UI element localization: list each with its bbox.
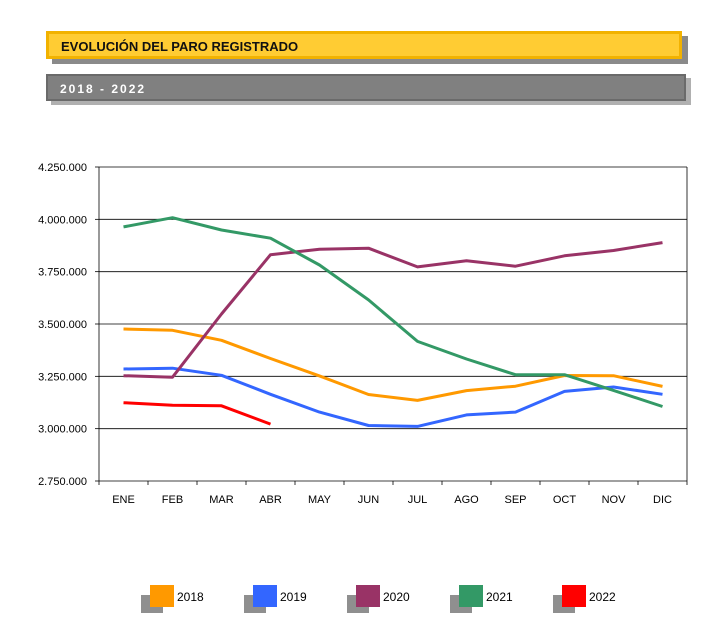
chart-title: EVOLUCIÓN DEL PARO REGISTRADO — [61, 39, 299, 54]
y-tick-label: 3.500.000 — [38, 319, 87, 331]
x-tick-label: JUN — [358, 494, 379, 506]
chart-legend: 2018 2019 2020 2021 2022 — [0, 585, 718, 615]
y-tick-label: 3.250.000 — [38, 371, 87, 383]
series-line-2020 — [123, 241, 663, 379]
title-banner: EVOLUCIÓN DEL PARO REGISTRADO — [46, 31, 682, 59]
legend-label: 2021 — [486, 590, 513, 604]
y-tick-label: 4.250.000 — [38, 162, 87, 174]
series-line-2022 — [123, 401, 272, 426]
y-tick-label: 3.750.000 — [38, 267, 87, 279]
y-tick-label: 2.750.000 — [38, 476, 87, 488]
x-tick-label: ABR — [259, 494, 282, 506]
legend-swatch — [150, 585, 174, 607]
x-tick-label: OCT — [553, 494, 577, 506]
legend-label: 2020 — [383, 590, 410, 604]
x-tick-label: MAY — [308, 494, 332, 506]
x-tick-label: AGO — [454, 494, 479, 506]
chart-subtitle: 2018 - 2022 — [60, 82, 147, 96]
legend-label: 2018 — [177, 590, 204, 604]
x-tick-label: FEB — [162, 494, 183, 506]
x-tick-label: DIC — [653, 494, 672, 506]
legend-swatch — [356, 585, 380, 607]
legend-swatch — [253, 585, 277, 607]
legend-swatch — [459, 585, 483, 607]
legend-swatch — [562, 585, 586, 607]
subtitle-banner: 2018 - 2022 — [46, 74, 686, 101]
legend-label: 2022 — [589, 590, 616, 604]
x-tick-label: NOV — [602, 494, 627, 506]
x-tick-label: SEP — [504, 494, 526, 506]
y-tick-label: 4.000.000 — [38, 214, 87, 226]
series-line-2018 — [123, 327, 663, 402]
x-tick-label: ENE — [112, 494, 135, 506]
series-line-2019 — [123, 366, 663, 428]
y-tick-label: 3.000.000 — [38, 424, 87, 436]
x-tick-label: JUL — [408, 494, 428, 506]
x-tick-label: MAR — [209, 494, 234, 506]
legend-label: 2019 — [280, 590, 307, 604]
series-line-2021 — [123, 216, 663, 408]
